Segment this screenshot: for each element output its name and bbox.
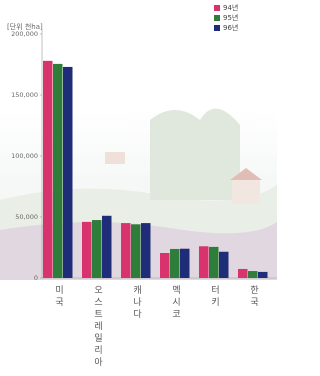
bar (160, 253, 170, 278)
bar (248, 271, 258, 278)
legend-swatch (214, 25, 220, 31)
bar (121, 223, 131, 278)
x-tick-label: 한국 (248, 285, 258, 309)
y-tick-label: 200,000 (11, 30, 38, 38)
x-tick-label: 오스트레일리아 (92, 285, 102, 369)
x-tick-label: 멕시코 (170, 285, 180, 321)
bar (63, 67, 73, 278)
bar (102, 216, 112, 278)
y-tick-label: 150,000 (11, 91, 38, 99)
bar (170, 249, 180, 278)
bar (53, 64, 63, 278)
bar (131, 224, 141, 278)
bar (180, 249, 190, 278)
legend-label: 94년 (223, 3, 238, 12)
legend-label: 95년 (223, 13, 238, 22)
y-tick-label: 50,000 (15, 213, 38, 221)
page: {"chart_data": {"type": "bar", "unit_lab… (0, 0, 320, 376)
bar (92, 220, 102, 278)
y-tick-label: 100,000 (11, 152, 38, 160)
bar (258, 272, 268, 278)
legend-swatch (214, 5, 220, 11)
x-tick-label: 미국 (53, 285, 63, 309)
legend-swatch (214, 15, 220, 21)
x-tick-label: 터키 (209, 285, 219, 309)
bar (43, 61, 53, 278)
y-tick-label: 0 (34, 274, 38, 282)
bar (82, 222, 92, 278)
chart: [단위 천ha] 050,000100,000150,000200,00094년… (0, 0, 277, 376)
bar (199, 246, 209, 278)
legend-label: 96년 (223, 23, 238, 32)
bar (141, 223, 151, 278)
bar (219, 252, 229, 278)
x-tick-label: 캐나다 (131, 285, 141, 321)
bar (238, 269, 248, 278)
bar (209, 247, 219, 278)
